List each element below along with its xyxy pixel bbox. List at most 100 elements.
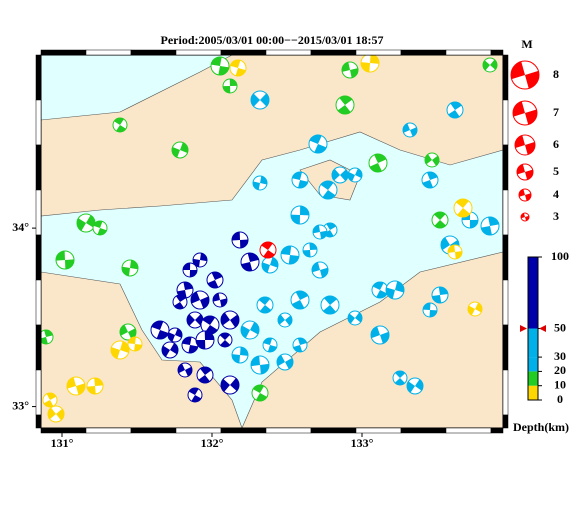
focal-mechanism [320, 295, 340, 315]
magnitude-legend: M 8 7 6 5 4 3 [510, 37, 559, 223]
focal-mechanism [220, 310, 240, 330]
ball-quadrant [207, 280, 219, 288]
ball-quadrant [87, 386, 96, 394]
ball-quadrant [56, 251, 65, 261]
magnitude-symbol [510, 60, 540, 90]
focal-mechanism [220, 375, 240, 395]
frame-segment [502, 234, 509, 281]
ball-quadrant [260, 176, 267, 185]
ball-quadrant [259, 305, 272, 313]
ball-quadrant [525, 109, 538, 125]
ball-quadrant [521, 213, 525, 219]
focal-mechanism [112, 117, 128, 133]
ball-quadrant [475, 302, 482, 313]
ball-quadrant [438, 287, 448, 295]
focal-mechanism [181, 336, 199, 354]
ball-quadrant [230, 378, 239, 392]
ball-quadrant [355, 168, 362, 179]
depth-band [528, 371, 538, 386]
focal-mechanism [292, 337, 308, 353]
map-frame [35, 49, 509, 434]
focal-mechanism [42, 392, 58, 408]
ball-quadrant [324, 295, 337, 305]
ball-quadrant [76, 218, 86, 231]
focal-mechanism [308, 134, 328, 154]
depth-tick-label: 30 [554, 349, 566, 363]
frame-segment [220, 49, 267, 56]
focal-mechanism [231, 231, 249, 249]
ball-quadrant [200, 367, 212, 375]
ball-quadrant [320, 230, 327, 239]
ball-quadrant [457, 208, 471, 218]
ball-quadrant [183, 263, 191, 270]
frame-segment [490, 427, 504, 434]
ball-quadrant [483, 60, 490, 71]
ball-quadrant [193, 258, 200, 267]
ball-quadrant [94, 378, 103, 386]
ball-quadrant [187, 314, 195, 326]
ball-quadrant [423, 303, 431, 310]
ball-quadrant [121, 266, 130, 276]
ball-quadrant [258, 297, 271, 305]
ball-quadrant [374, 154, 387, 163]
frame-segment [35, 234, 42, 281]
focal-mechanism [121, 259, 139, 277]
ball-quadrant [376, 290, 388, 298]
x-tick-label: 132° [201, 436, 224, 450]
ball-quadrant [525, 169, 533, 180]
ball-quadrant [151, 320, 164, 330]
ball-quadrant [255, 393, 268, 402]
magnitude-symbol [518, 188, 532, 202]
ball-quadrant [303, 250, 311, 257]
ball-quadrant [250, 322, 259, 335]
focal-mechanism [171, 141, 189, 159]
focal-mechanism [256, 296, 274, 314]
focal-mechanism [341, 61, 359, 79]
ball-quadrant [43, 400, 54, 407]
focal-mechanism [360, 53, 380, 73]
ball-quadrant [220, 340, 231, 347]
ball-quadrant [515, 135, 525, 148]
focal-mechanism [453, 198, 473, 218]
ball-quadrant [114, 118, 124, 125]
ball-quadrant [314, 144, 327, 154]
focal-mechanism [86, 377, 104, 395]
ball-quadrant [93, 221, 103, 228]
ball-quadrant [156, 330, 169, 339]
focal-mechanism [110, 340, 130, 360]
ball-quadrant [65, 259, 74, 269]
focal-mechanism [182, 262, 198, 278]
ball-quadrant [211, 272, 223, 280]
ball-quadrant [128, 328, 136, 340]
ball-quadrant [448, 110, 460, 119]
ball-quadrant [183, 282, 193, 290]
x-tick-label: 133° [351, 436, 374, 450]
focal-mechanism [276, 353, 294, 371]
ball-quadrant [370, 54, 379, 64]
ball-quadrant [67, 377, 76, 389]
ball-quadrant [386, 287, 395, 299]
ball-quadrant [86, 215, 95, 228]
focal-mechanism [277, 312, 293, 328]
ball-quadrant [252, 385, 265, 393]
ball-quadrant [468, 305, 475, 316]
focal-mechanism [290, 290, 310, 310]
ball-quadrant [185, 366, 192, 377]
focal-mechanism [291, 171, 309, 189]
ball-quadrant [220, 298, 228, 307]
focal-mechanism [371, 281, 389, 299]
frame-segment [35, 324, 42, 371]
ball-quadrant [429, 310, 437, 318]
ball-quadrant [175, 328, 183, 338]
focal-mechanism [150, 320, 170, 340]
frame-segment [445, 49, 492, 56]
legend-title: M [521, 37, 532, 51]
ball-quadrant [323, 305, 336, 314]
ball-quadrant [312, 262, 320, 273]
ball-quadrant [240, 347, 249, 356]
focal-mechanism [250, 90, 270, 110]
ball-quadrant [230, 60, 241, 68]
focal-mechanism [47, 405, 65, 423]
focal-mechanism [251, 384, 269, 402]
